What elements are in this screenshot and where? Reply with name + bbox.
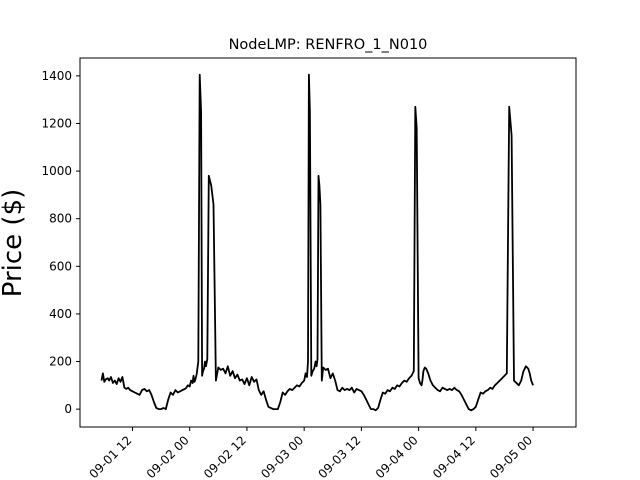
series-group (100, 73, 534, 412)
chart-title: NodeLMP: RENFRO_1_N010 (229, 37, 428, 53)
y-tick-label: 800 (49, 212, 72, 226)
y-axis: 0 200 400 600 800 1000 1200 1400 (41, 69, 80, 416)
y-tick-label: 400 (49, 307, 72, 321)
series-line-lmp (100, 73, 534, 412)
y-tick-label: 0 (64, 402, 72, 416)
y-tick-label: 1400 (41, 69, 72, 83)
y-axis-label: Price ($) (0, 189, 28, 298)
y-tick-label: 1000 (41, 164, 72, 178)
y-tick-label: 200 (49, 355, 72, 369)
y-tick-label: 600 (49, 259, 72, 273)
y-tick-label: 1200 (41, 116, 72, 130)
plot-area-frame (79, 57, 577, 428)
